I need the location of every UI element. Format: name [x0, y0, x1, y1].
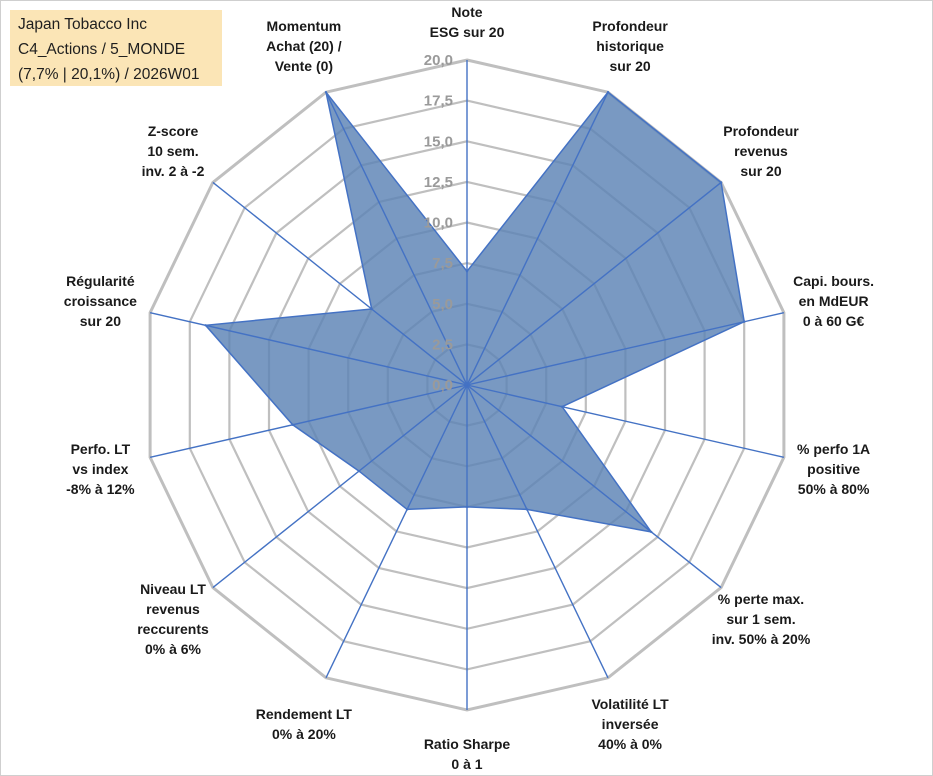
axis-label-line: revenus: [734, 142, 788, 159]
axis-label-line: inversée: [601, 715, 659, 732]
axis-label-line: -8% à 12%: [66, 480, 135, 497]
axis-label-line: 50% à 80%: [797, 480, 870, 497]
axis-label-line: % perfo 1A: [797, 440, 871, 457]
tick-label: 0,0: [432, 377, 453, 394]
axis-label-line: reccurents: [137, 621, 209, 638]
axis-label-line: Rendement LT: [255, 705, 352, 722]
axis-label-line: sur 20: [609, 58, 651, 75]
axis-label: Profondeur revenus sur 20: [723, 121, 798, 181]
axis-label-line: sur 20: [79, 313, 122, 330]
tick-label: 2,5: [432, 336, 453, 353]
axis-label-line: 0% à 6%: [144, 641, 202, 658]
axis-label: Volatilité LT inversée 40% à 0%: [591, 694, 668, 754]
tick-label: 17,5: [424, 93, 453, 110]
axis-label: % perfo 1A positive 50% à 80%: [797, 439, 870, 499]
axis-label: Perfo. LT vs index -8% à 12%: [66, 439, 134, 499]
radar-spokes: [149, 60, 785, 710]
axis-label-line: sur 20: [740, 162, 782, 179]
axis-spoke: [466, 312, 785, 386]
axis-label-line: 0% à 20%: [271, 725, 336, 742]
axis-label-line: 0 à 60 G€: [802, 313, 865, 330]
axis-label-line: 40% à 0%: [598, 735, 663, 752]
axis-label-line: croissance: [63, 293, 137, 310]
axis-label-line: Profondeur: [592, 18, 668, 35]
axis-label-line: % perte max.: [717, 591, 805, 608]
axis-label-line: Z-score: [147, 122, 199, 139]
axis-label-line: Momentum: [266, 18, 342, 35]
tick-label: 12,5: [424, 174, 453, 191]
axis-label-line: Note: [451, 4, 483, 20]
axis-spoke: [466, 384, 722, 589]
axis-label: Momentum Achat (20) / Vente (0): [266, 16, 341, 76]
axis-label-line: revenus: [146, 601, 200, 618]
axis-label: Profondeur historique sur 20: [592, 16, 667, 76]
category-label: C4_Actions / 5_MONDE: [18, 41, 186, 58]
period-label: (7,7% | 20,1%) / 2026W01: [18, 66, 200, 83]
axis-spoke: [149, 312, 468, 386]
axis-spoke: [149, 384, 468, 458]
axis-spoke: [325, 91, 468, 386]
axis-label-line: Volatilité LT: [591, 695, 669, 712]
company-name: Japan Tobacco Inc: [18, 16, 147, 33]
axis-spoke: [466, 91, 609, 386]
axis-label: Rendement LT 0% à 20%: [256, 704, 352, 744]
axis-label-line: Ratio Sharpe: [423, 736, 511, 752]
axis-label-line: Perfo. LT: [70, 440, 131, 457]
axis-label-line: historique: [596, 38, 664, 55]
axis-label-line: Achat (20) /: [266, 38, 342, 55]
info-box: Japan Tobacco Inc C4_Actions / 5_MONDE (…: [10, 10, 222, 86]
axis-label: Niveau LT revenus reccurents 0% à 6%: [137, 579, 209, 659]
axis-label: Capi. bours. en MdEUR 0 à 60 G€: [793, 271, 874, 331]
axis-label-line: 10 sem.: [147, 142, 199, 159]
axis-label: Z-score 10 sem. inv. 2 à -2: [142, 121, 205, 181]
tick-label: 20,0: [424, 52, 453, 69]
axis-label-line: sur 1 sem.: [726, 611, 796, 628]
axis-label-line: inv. 2 à -2: [141, 162, 205, 179]
axis-spoke: [466, 181, 722, 386]
tick-label: 5,0: [432, 296, 453, 313]
axis-spoke: [212, 384, 468, 589]
axis-label: Note ESG sur 20: [430, 2, 505, 42]
axis-spoke: [466, 384, 609, 679]
axis-label-line: 0 à 1: [451, 756, 483, 772]
axis-label-line: Régularité: [66, 273, 135, 290]
axis-label-line: positive: [807, 460, 861, 477]
tick-label: 15,0: [424, 133, 453, 150]
axis-label: Régularité croissance sur 20: [64, 271, 137, 331]
axis-label: % perte max. sur 1 sem. inv. 50% à 20%: [712, 589, 811, 649]
axis-label: Ratio Sharpe 0 à 1: [424, 734, 510, 774]
axis-spoke: [325, 384, 468, 679]
tick-label: 10,0: [424, 215, 453, 232]
axis-label-line: en MdEUR: [798, 293, 869, 310]
axis-label-line: Niveau LT: [140, 581, 206, 598]
axis-spoke: [212, 181, 468, 386]
axis-label-line: inv. 50% à 20%: [711, 631, 811, 648]
radar-tick-labels: 0,0 2,5 5,0 7,5 10,0 12,5 15,0 17,5 20,0: [424, 52, 453, 394]
tick-label: 7,5: [432, 255, 453, 272]
axis-label-line: Capi. bours.: [793, 273, 875, 290]
axis-spoke: [466, 384, 785, 458]
axis-label-line: ESG sur 20: [429, 24, 505, 40]
axis-label-line: Profondeur: [723, 122, 799, 139]
axis-label-line: Vente (0): [274, 58, 334, 75]
axis-label-line: vs index: [72, 460, 129, 477]
